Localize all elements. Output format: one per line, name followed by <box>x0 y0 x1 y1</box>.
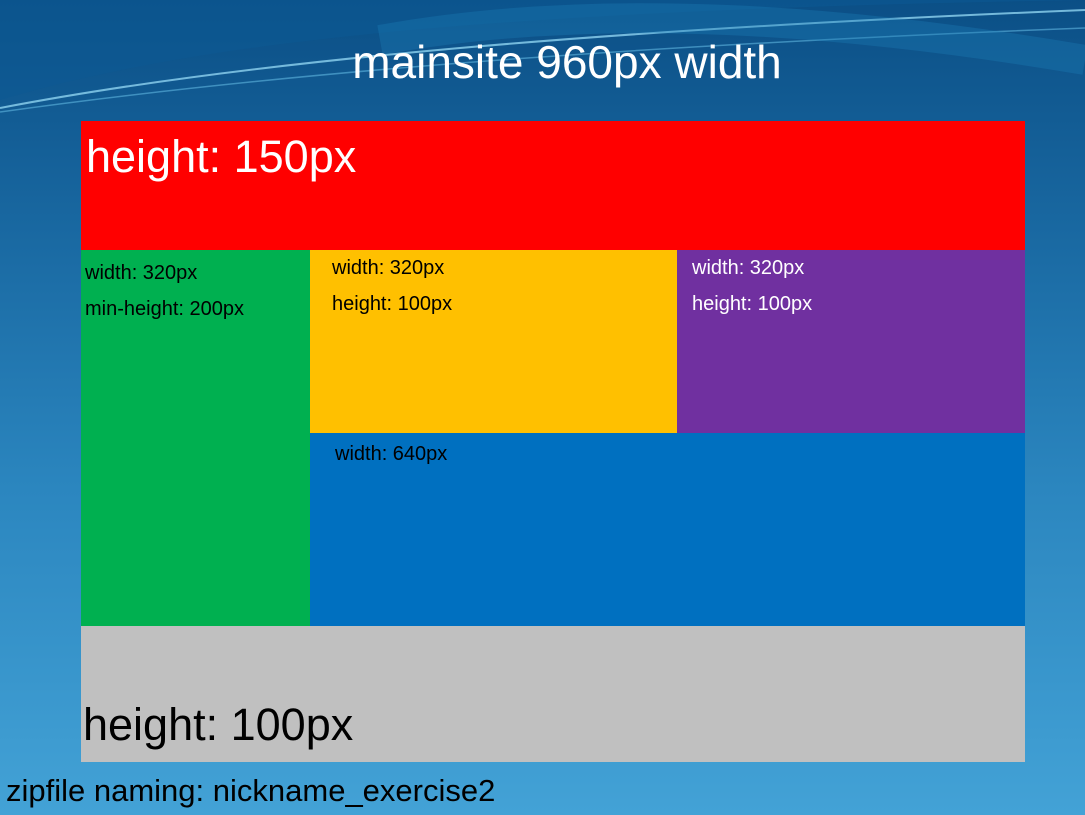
zipfile-naming-note: zipfile naming: nickname_exercise2 <box>6 773 496 808</box>
middle-height-label: height: 100px <box>332 293 453 315</box>
content-width-label: width: 640px <box>335 443 448 465</box>
header-block: height: 150px <box>81 121 1025 250</box>
content-block: width: 640px <box>310 433 1025 626</box>
right-width-label: width: 320px <box>692 257 805 279</box>
left-min-height-label: min-height: 200px <box>85 298 244 320</box>
footer-height-label: height: 100px <box>83 699 354 750</box>
header-height-label: height: 150px <box>86 131 357 182</box>
middle-block: width: 320px height: 100px <box>310 250 677 433</box>
slide-title: mainsite 960px width <box>352 36 782 88</box>
right-height-label: height: 100px <box>692 293 813 315</box>
left-width-label: width: 320px <box>85 262 198 284</box>
middle-width-label: width: 320px <box>332 257 445 279</box>
left-column-block: width: 320px min-height: 200px <box>81 250 310 626</box>
footer-block: height: 100px <box>81 626 1025 762</box>
right-block: width: 320px height: 100px <box>677 250 1025 433</box>
